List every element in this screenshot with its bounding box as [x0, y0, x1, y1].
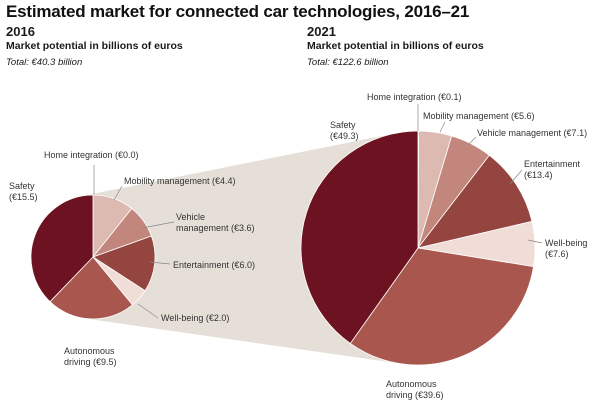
slice-2021-safety — [300, 130, 419, 344]
label-2016-well-being: Well-being (€2.0) — [161, 313, 229, 323]
total-2016: Total: €40.3 billion — [6, 57, 83, 68]
label-2016-autonomous-driving: Autonomous driving (€9.5) — [64, 346, 117, 367]
slice-2021-autonomous-driving — [349, 247, 534, 366]
label-2016-vehicle-management: Vehicle management (€3.6) — [176, 212, 255, 233]
leader-line-2021-vehicle-management — [467, 136, 477, 146]
chart-title: Estimated market for connected car techn… — [6, 2, 470, 21]
pie-2021 — [300, 130, 536, 366]
leader-line-2016-well-being — [137, 303, 159, 319]
label-2016-home-integration: Home integration (€0.0) — [44, 150, 139, 160]
leader-line-2021-entertainment — [509, 169, 523, 185]
leader-line-2016-entertainment — [149, 261, 171, 265]
label-2021-vehicle-management: Vehicle management (€7.1) — [477, 128, 587, 138]
leader-line-2021-well-being — [527, 239, 543, 244]
label-2021-safety: Safety (€49.3) — [330, 120, 359, 141]
year-2016-heading: 2016 — [6, 24, 35, 39]
subtitle-2021: Market potential in billions of euros — [307, 40, 484, 52]
label-2021-mobility-management: Mobility management (€5.6) — [423, 111, 535, 121]
pie-2016 — [30, 194, 156, 320]
label-2021-well-being: Well-being (€7.6) — [545, 238, 587, 259]
subtitle-2016: Market potential in billions of euros — [6, 40, 183, 52]
leader-line-2016-vehicle-management — [141, 221, 175, 229]
leader-line-2016-mobility-management — [113, 185, 123, 201]
slice-2016-entertainment — [92, 235, 156, 292]
label-2016-safety: Safety (€15.5) — [9, 181, 38, 202]
slice-2021-entertainment — [417, 154, 533, 249]
label-2016-entertainment: Entertainment (€6.0) — [173, 260, 255, 270]
label-2021-home-integration: Home integration (€0.1) — [367, 92, 462, 102]
label-2021-entertainment: Entertainment (€13.4) — [524, 159, 581, 180]
year-2021-heading: 2021 — [307, 24, 336, 39]
slice-labels: Home integration (€0.0) Mobility manageme… — [9, 92, 587, 400]
slice-2016-autonomous-driving — [49, 256, 134, 320]
label-2016-mobility-management: Mobility management (€4.4) — [124, 176, 236, 186]
slice-2016-safety — [30, 194, 94, 303]
total-2021: Total: €122.6 billion — [307, 57, 389, 68]
label-2021-autonomous-driving: Autonomous driving (€39.6) — [386, 379, 444, 400]
leader-line-2021-mobility-management — [439, 121, 446, 133]
